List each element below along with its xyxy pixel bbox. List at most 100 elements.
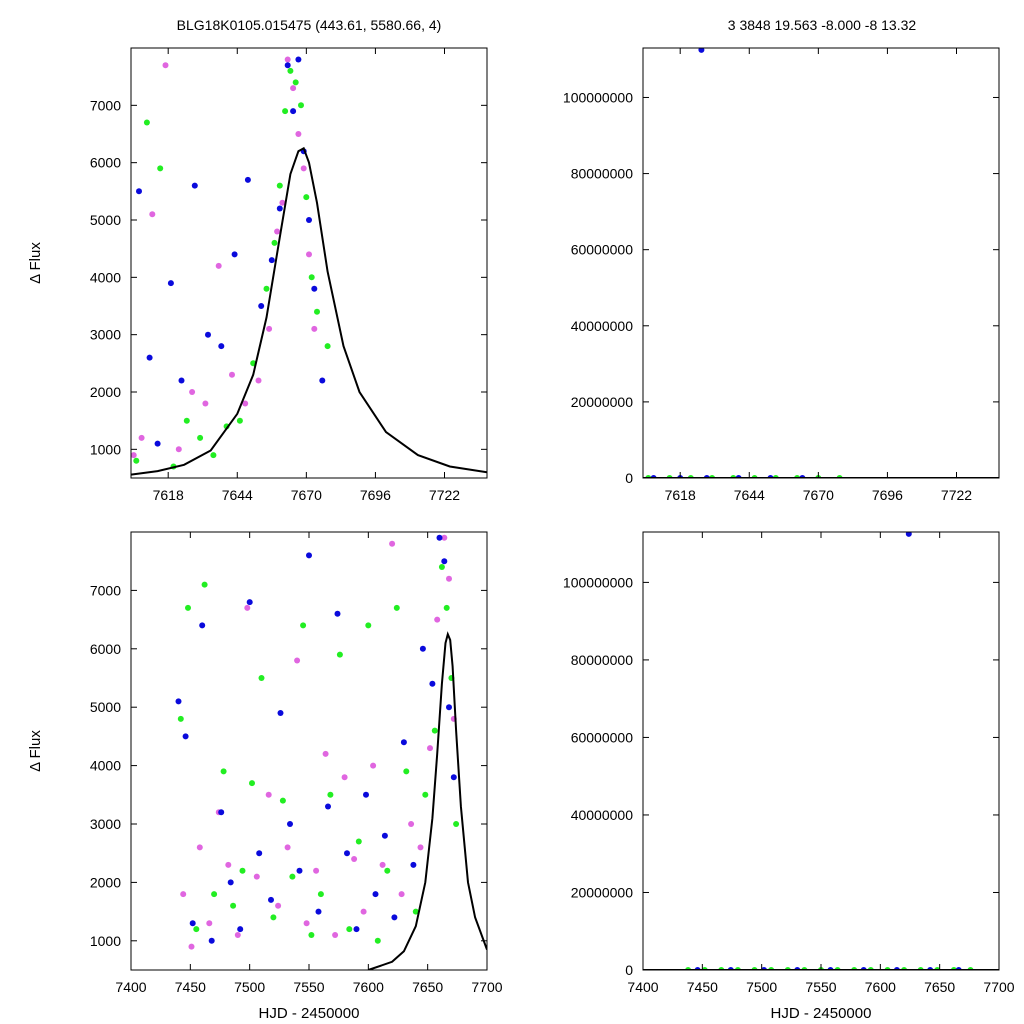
data-point <box>290 108 297 115</box>
data-point <box>244 176 251 183</box>
y-tick-label: 6000 <box>90 641 121 657</box>
data-point <box>319 377 326 384</box>
x-tick-label: 7400 <box>627 979 658 995</box>
x-tick-label: 7644 <box>222 487 253 503</box>
data-point <box>374 937 381 944</box>
data-point <box>438 564 445 570</box>
data-point <box>284 844 291 851</box>
data-point <box>296 867 303 874</box>
data-point <box>175 446 182 453</box>
data-point <box>210 452 217 459</box>
data-point <box>351 856 358 862</box>
data-point <box>220 768 227 775</box>
data-point <box>284 62 291 69</box>
data-point <box>162 62 169 69</box>
data-point <box>239 867 246 874</box>
y-tick-label: 2000 <box>90 384 121 400</box>
data-point <box>408 821 415 827</box>
x-tick-label: 7600 <box>865 979 896 995</box>
plot-frame <box>130 47 488 479</box>
x-tick-label: 7600 <box>353 979 384 995</box>
data-point <box>227 879 234 886</box>
data-point <box>298 102 304 109</box>
data-point <box>446 704 452 711</box>
data-point <box>202 400 209 407</box>
data-point <box>384 867 391 874</box>
y-tick-label: 7000 <box>90 97 121 113</box>
data-point <box>193 926 200 933</box>
data-point <box>295 56 302 63</box>
y-tick-label: 5000 <box>90 212 121 228</box>
x-tick-label: 7618 <box>153 487 184 503</box>
data-point <box>446 575 452 582</box>
data-point <box>417 844 424 851</box>
data-point <box>131 452 137 459</box>
data-point <box>201 581 208 588</box>
data-point <box>391 914 398 921</box>
data-point <box>341 774 348 781</box>
y-tick-label: 2000 <box>90 874 121 890</box>
data-point <box>136 188 142 195</box>
data-point <box>183 417 190 424</box>
data-point <box>398 891 405 898</box>
points-layer <box>685 532 974 970</box>
data-point <box>389 540 396 547</box>
data-point <box>268 257 275 264</box>
points-layer <box>645 48 843 478</box>
data-point <box>327 791 334 798</box>
data-point <box>353 926 360 933</box>
data-point <box>270 914 277 921</box>
data-point <box>263 285 270 292</box>
data-point <box>182 733 189 740</box>
data-point <box>315 908 322 915</box>
data-point <box>434 616 441 623</box>
data-point <box>266 325 273 332</box>
data-point <box>246 599 253 606</box>
data-point <box>253 873 260 880</box>
y-axis-label: Δ Flux <box>27 730 44 772</box>
data-point <box>185 604 191 611</box>
data-point <box>284 56 291 63</box>
data-point <box>157 165 164 172</box>
data-point <box>292 79 299 86</box>
data-point <box>332 932 339 938</box>
data-point <box>189 389 196 395</box>
points-layer <box>131 56 331 470</box>
data-point <box>146 354 153 361</box>
data-point <box>189 920 196 927</box>
data-point <box>289 873 296 880</box>
data-point <box>133 457 140 464</box>
data-point <box>177 715 184 722</box>
x-tick-label: 7500 <box>746 979 777 995</box>
data-point <box>308 274 315 281</box>
data-point <box>218 343 225 350</box>
data-point <box>229 371 235 378</box>
data-point <box>295 131 302 137</box>
data-point <box>431 727 438 734</box>
data-point <box>419 645 426 652</box>
data-point <box>256 850 263 857</box>
data-point <box>336 651 343 658</box>
data-point <box>271 239 278 246</box>
data-point <box>282 108 289 115</box>
data-point <box>453 821 460 827</box>
data-point <box>365 622 372 629</box>
data-point <box>188 943 195 950</box>
y-tick-label: 4000 <box>90 758 121 774</box>
data-point <box>306 217 312 223</box>
chart-zoom-flux: 1000 2000 3000 4000 5000 6000 7000 7618 7644 7670… <box>27 47 488 503</box>
y-tick-label: 7000 <box>90 582 121 598</box>
points-layer <box>175 534 460 950</box>
data-point <box>265 791 272 798</box>
data-point <box>149 211 156 218</box>
data-point <box>167 280 174 287</box>
y-tick-label: 20000000 <box>571 884 634 900</box>
data-point <box>199 622 206 629</box>
plot-frame <box>642 47 1000 479</box>
y-tick-label: 1000 <box>90 441 121 457</box>
data-point <box>234 932 241 938</box>
data-point <box>422 791 429 798</box>
data-point <box>236 417 243 424</box>
data-point <box>300 622 307 629</box>
data-point <box>205 331 211 338</box>
